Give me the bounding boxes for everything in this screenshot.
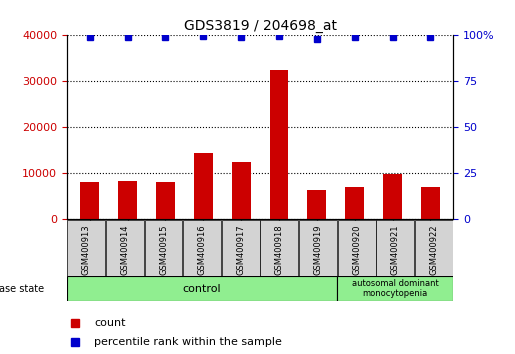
Bar — [383, 175, 402, 219]
FancyBboxPatch shape — [67, 220, 105, 275]
FancyBboxPatch shape — [106, 220, 144, 275]
Bar — [156, 182, 175, 219]
Text: percentile rank within the sample: percentile rank within the sample — [94, 337, 282, 347]
FancyBboxPatch shape — [67, 276, 337, 301]
Text: GSM400917: GSM400917 — [236, 224, 245, 275]
FancyBboxPatch shape — [299, 220, 337, 275]
Text: control: control — [183, 284, 221, 293]
Bar — [194, 153, 213, 219]
Text: GSM400915: GSM400915 — [159, 224, 168, 274]
Text: GSM400916: GSM400916 — [198, 224, 207, 275]
Bar — [307, 189, 327, 219]
FancyBboxPatch shape — [415, 220, 453, 275]
FancyBboxPatch shape — [222, 220, 260, 275]
Bar — [269, 70, 288, 219]
Text: GSM400918: GSM400918 — [275, 224, 284, 275]
FancyBboxPatch shape — [145, 220, 182, 275]
Text: count: count — [94, 318, 126, 328]
Text: GSM400920: GSM400920 — [352, 224, 361, 274]
Bar — [232, 162, 251, 219]
FancyBboxPatch shape — [261, 220, 298, 275]
Text: disease state: disease state — [0, 284, 44, 293]
FancyBboxPatch shape — [376, 220, 414, 275]
Text: autosomal dominant
monocytopenia: autosomal dominant monocytopenia — [352, 279, 439, 298]
Text: GSM400922: GSM400922 — [430, 224, 438, 274]
Text: GSM400913: GSM400913 — [82, 224, 91, 275]
Bar — [80, 182, 99, 219]
FancyBboxPatch shape — [183, 220, 221, 275]
Bar — [421, 187, 440, 219]
FancyBboxPatch shape — [338, 220, 375, 275]
FancyBboxPatch shape — [337, 276, 453, 301]
Bar — [345, 187, 364, 219]
Text: GSM400914: GSM400914 — [121, 224, 129, 274]
Text: GSM400919: GSM400919 — [314, 224, 322, 274]
Title: GDS3819 / 204698_at: GDS3819 / 204698_at — [183, 19, 337, 33]
Text: GSM400921: GSM400921 — [391, 224, 400, 274]
Bar — [118, 181, 137, 219]
